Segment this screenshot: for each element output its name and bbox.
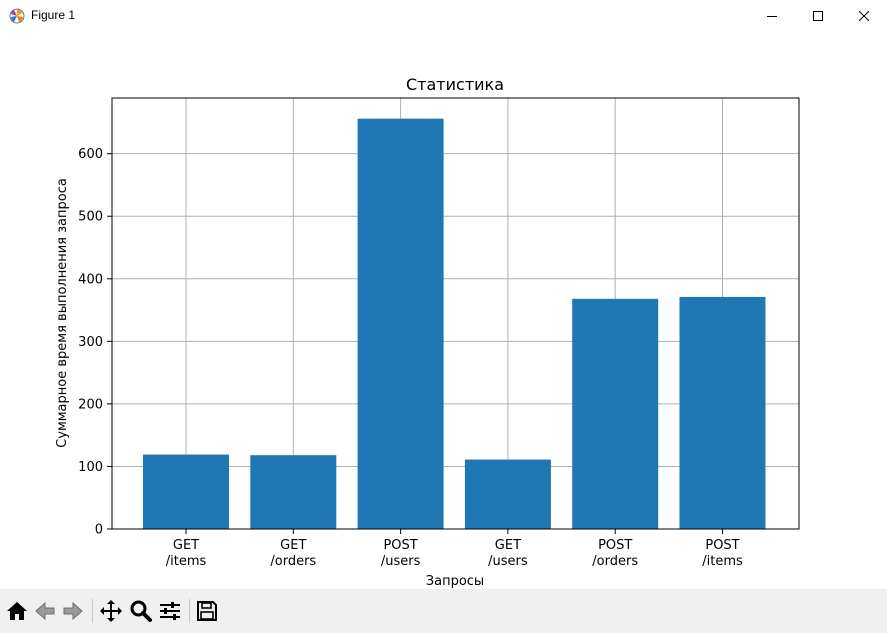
minimize-button[interactable] (749, 0, 795, 32)
y-tick-label: 500 (78, 210, 103, 225)
chart-title: Статистика (406, 75, 504, 94)
x-tick-label: POST/orders (592, 538, 638, 569)
move-icon (100, 600, 122, 622)
home-icon (7, 602, 27, 620)
x-axis-label: Запросы (426, 574, 484, 589)
minimize-icon (767, 16, 777, 17)
zoom-button[interactable] (127, 597, 155, 625)
axes-frame (111, 97, 800, 530)
x-tick-label: POST/users (381, 538, 421, 569)
toolbar-separator (92, 599, 93, 623)
sliders-icon (160, 602, 180, 620)
save-button[interactable] (193, 597, 221, 625)
close-icon (859, 11, 869, 21)
x-tick-label: GET/orders (270, 538, 316, 569)
x-tick-label: GET/users (488, 538, 528, 569)
x-axis-ticks: GET/items GET/orders POST/users GET/users PO… (166, 529, 743, 569)
navigation-toolbar (0, 589, 887, 633)
y-tick-label: 600 (78, 147, 103, 162)
bar (250, 455, 337, 529)
y-tick-label: 400 (78, 272, 103, 287)
back-button[interactable] (31, 597, 59, 625)
y-axis-ticks: 0 100 200 300 400 500 600 (78, 147, 112, 538)
figure-canvas[interactable]: Статистика 0 100 200 300 400 500 600 GET/items… (0, 32, 887, 589)
home-button[interactable] (3, 597, 31, 625)
maximize-icon (813, 11, 823, 21)
toolbar-separator (189, 599, 190, 623)
y-tick-label: 100 (78, 460, 103, 475)
configure-subplots-button[interactable] (156, 597, 184, 625)
arrow-right-icon (63, 601, 83, 621)
arrow-left-icon (35, 601, 55, 621)
y-tick-label: 300 (78, 335, 103, 350)
y-tick-label: 200 (78, 397, 103, 412)
window-titlebar: Figure 1 (0, 0, 887, 33)
y-tick-label: 0 (95, 523, 103, 538)
zoom-icon (130, 600, 152, 622)
matplotlib-icon (9, 8, 25, 24)
bar (464, 459, 551, 529)
bar (572, 298, 659, 529)
x-tick-label: POST/items (702, 538, 743, 569)
window-title: Figure 1 (31, 8, 76, 22)
pan-button[interactable] (97, 597, 125, 625)
floppy-disk-icon (197, 601, 217, 621)
bars (143, 118, 766, 530)
x-tick-label: GET/items (166, 538, 207, 569)
bar (143, 454, 229, 529)
y-axis-label: Суммарное время выполнения запроса (55, 178, 70, 448)
close-button[interactable] (841, 0, 887, 32)
forward-button[interactable] (59, 597, 87, 625)
bar (679, 296, 766, 529)
bar-chart: Статистика 0 100 200 300 400 500 600 GET/items… (55, 75, 800, 589)
maximize-button[interactable] (795, 0, 841, 32)
bar (357, 118, 444, 530)
